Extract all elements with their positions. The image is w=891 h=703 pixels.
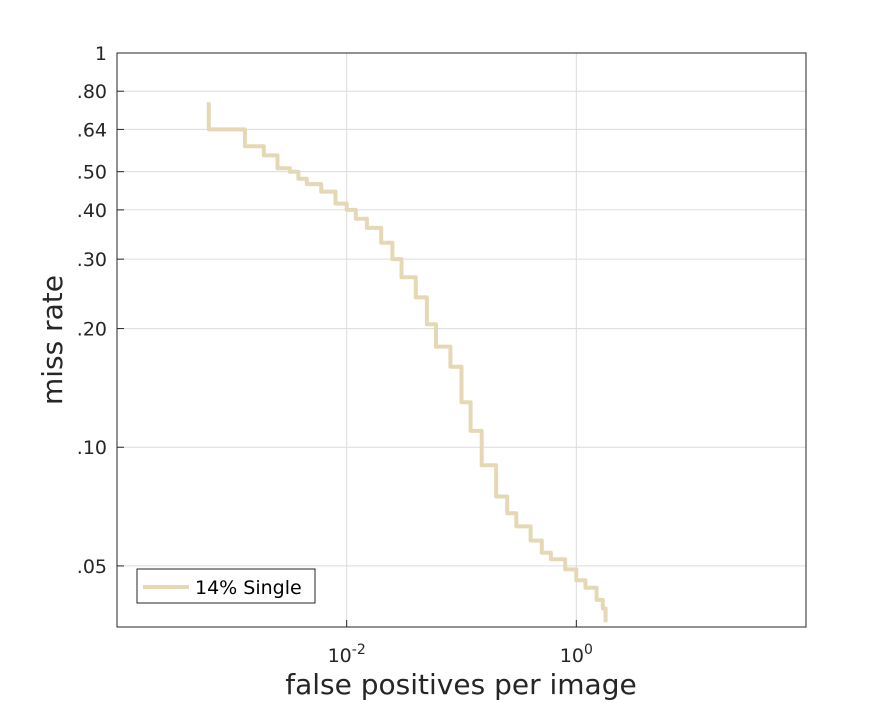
y-tick-label: .05 [77,556,107,578]
y-tick-label: .50 [77,162,107,184]
series-layer [206,102,608,623]
y-tick-label: .20 [77,319,107,341]
series-line-0 [206,102,608,623]
y-tick-label: .10 [77,437,107,459]
y-tick-label: 1 [95,43,107,65]
plot-frame [116,52,807,628]
y-tick-label: .40 [77,200,107,222]
x-tick-base: 10 [328,645,352,667]
y-axis-title: miss rate [36,275,69,405]
x-tick-base: 10 [560,645,584,667]
y-tick-label: .80 [77,81,107,103]
legend-label: 14% Single [195,577,302,599]
x-tick-exponent: 0 [584,642,593,658]
plot-background [117,53,806,627]
y-tick-label: .64 [77,119,107,141]
x-tick-label: 100 [560,642,593,667]
x-axis-title: false positives per image [285,668,636,701]
legend: 14% Single [136,568,316,604]
x-tick-label: 10-2 [328,642,366,667]
y-tick-label: .30 [77,249,107,271]
tick-layer [117,52,577,627]
x-tick-exponent: -2 [352,642,366,658]
